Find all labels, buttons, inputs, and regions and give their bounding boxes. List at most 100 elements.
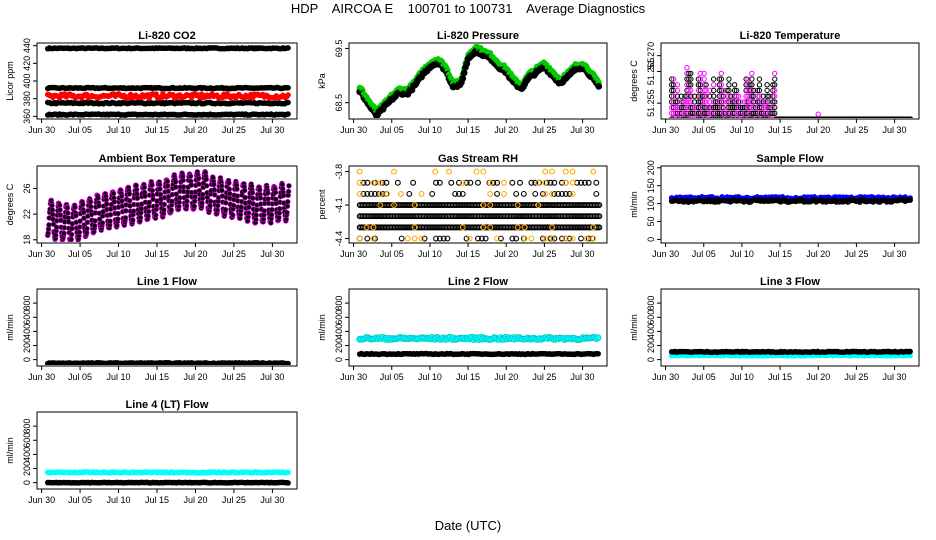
y-tick-label: 26 [22, 183, 32, 193]
data-point [718, 82, 725, 88]
data-point [134, 195, 141, 202]
data-point [53, 224, 60, 231]
data-point [680, 116, 686, 118]
data-point [718, 104, 725, 111]
data-point [764, 104, 770, 111]
data-point [119, 198, 125, 204]
data-point [226, 186, 233, 192]
x-tick-label: Jul 05 [692, 249, 716, 259]
data-point [745, 116, 751, 118]
y-tick-label: 200 [646, 338, 656, 353]
data-point-ref [562, 168, 569, 175]
x-tick-label: Jul 15 [145, 125, 169, 135]
data-point [730, 99, 736, 105]
data-point [138, 205, 144, 212]
data-point [720, 93, 726, 99]
data-point [745, 110, 751, 117]
data-point [710, 76, 717, 82]
data-point [749, 93, 755, 99]
data-point [137, 214, 144, 221]
data-point [670, 87, 677, 94]
data-point-ref [411, 224, 418, 231]
data-point [285, 199, 291, 205]
data-point [689, 110, 696, 117]
series-band-2 [44, 84, 291, 92]
data-point [238, 204, 244, 210]
data-point [188, 182, 194, 188]
data-point [566, 190, 573, 197]
data-point [517, 179, 523, 186]
x-tick-label: Jul 30 [883, 125, 907, 135]
y-tick-label: 420 [22, 56, 32, 71]
data-point-ref [569, 190, 576, 197]
data-point [716, 116, 722, 118]
x-tick-label: Jul 20 [494, 249, 518, 259]
data-point [156, 181, 163, 188]
data-point [513, 190, 520, 197]
x-tick-label: Jul 30 [260, 125, 284, 135]
x-tick-label: Jul 15 [768, 125, 792, 135]
data-point [770, 110, 776, 117]
y-tick-label: 400 [22, 73, 32, 88]
data-point [770, 104, 776, 111]
data-point [714, 104, 721, 111]
data-point [676, 110, 683, 117]
data-point [772, 99, 778, 105]
data-point [703, 104, 709, 111]
data-point [250, 195, 256, 202]
data-point [707, 93, 713, 99]
data-point [709, 116, 715, 118]
data-point [222, 206, 229, 213]
data-point [711, 116, 717, 118]
data-point [697, 70, 704, 77]
data-point [756, 82, 763, 88]
data-point [165, 188, 171, 194]
data-point [760, 93, 766, 99]
data-point [710, 87, 717, 94]
data-point [710, 110, 717, 117]
data-point [509, 235, 516, 242]
data-point [551, 235, 558, 242]
data-point [276, 214, 282, 221]
x-tick-label: Jul 20 [494, 372, 518, 382]
data-point [670, 104, 677, 111]
y-axis-label: ml/min [317, 314, 327, 341]
data-point [172, 179, 179, 185]
data-point [728, 93, 734, 99]
x-tick-label: Jul 10 [107, 495, 131, 505]
data-point [726, 82, 732, 88]
data-point [585, 179, 592, 186]
data-point [699, 93, 705, 99]
data-point [668, 76, 675, 82]
data-point [203, 176, 209, 183]
y-axis-label: ml/min [629, 191, 639, 218]
y-axis-label: kPa [317, 73, 327, 89]
data-point [46, 222, 52, 228]
data-point [284, 203, 291, 210]
panel-title: Sample Flow [756, 153, 824, 165]
data-point [756, 104, 763, 111]
y-tick-label: 51.265 [646, 58, 656, 86]
data-point [705, 110, 711, 117]
data-point [249, 189, 256, 196]
data-point [682, 93, 688, 99]
y-tick-label: -3.8 [334, 164, 344, 180]
data-point [494, 190, 501, 197]
data-point [490, 179, 497, 186]
data-point [285, 480, 291, 486]
x-tick-label: Jun 30 [28, 372, 55, 382]
data-point [716, 93, 723, 99]
data-point [684, 116, 690, 118]
data-point [49, 207, 56, 213]
data-point [731, 93, 738, 99]
data-point [710, 93, 717, 99]
y-tick-label: 600 [22, 433, 32, 448]
data-area [44, 469, 291, 486]
data-point [751, 99, 757, 105]
data-point [406, 190, 413, 197]
data-point [360, 190, 367, 197]
data-point [701, 104, 707, 111]
data-point [96, 203, 102, 209]
data-point [161, 207, 167, 213]
data-point [733, 99, 740, 105]
